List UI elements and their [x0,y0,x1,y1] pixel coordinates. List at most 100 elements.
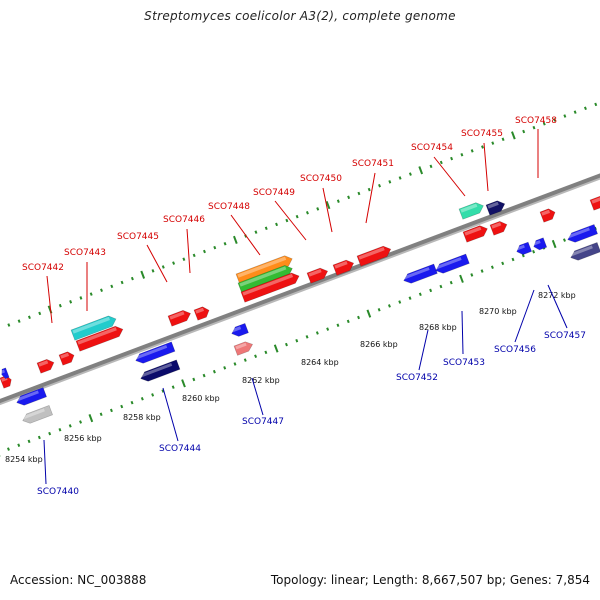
forward-gene-arrow[interactable] [58,350,76,366]
kbp-scale-label: 8256 kbp [64,434,102,443]
gene-highlight [567,227,590,239]
forward-gene-label[interactable]: SCO7458 [515,116,557,126]
gene-highlight [358,247,385,260]
gene-body [1,367,10,379]
forward-gene-label[interactable]: SCO7449 [253,188,295,198]
scale-tick [192,377,196,382]
forward-gene-arrow[interactable] [240,271,301,303]
forward-gene-arrow[interactable] [237,263,294,294]
forward-gene-arrow[interactable] [485,199,507,216]
reverse-gene-leader [461,310,464,355]
forward-gene-leader [146,244,168,283]
accession-text: Accession: NC_003888 [10,573,147,587]
gene-highlight [242,273,294,296]
forward-gene-arrow[interactable] [356,244,393,267]
forward-gene-label[interactable]: SCO7451 [352,159,394,169]
forward-gene-label[interactable]: SCO7445 [117,232,159,242]
reverse-gene-leader [251,377,264,416]
forward-gene-label[interactable]: SCO7455 [461,129,503,139]
scale-tick [418,166,424,175]
gene-body [36,359,55,374]
gene-highlight [135,344,168,360]
gene-highlight [237,256,287,278]
scale-tick [439,284,443,289]
forward-gene-arrow[interactable] [539,207,557,223]
gene-body [135,341,176,364]
reverse-gene-arrow[interactable] [134,341,176,365]
reverse-gene-label[interactable]: SCO7452 [396,373,438,383]
forward-gene-arrow[interactable] [167,308,192,327]
forward-gene-arrow[interactable] [306,266,330,284]
scale-tick [501,137,505,142]
reverse-gene-arrow[interactable] [569,242,600,262]
gene-highlight [77,327,117,345]
scale-tick [223,366,227,370]
scale-tick [69,300,73,304]
scale-tick [151,393,155,397]
scale-tick [357,315,361,320]
kbp-scale-label: 8262 kbp [242,376,280,385]
reverse-gene-arrow[interactable] [515,241,533,256]
scale-tick [172,261,176,265]
forward-gene-arrow[interactable] [70,314,118,341]
reverse-gene-arrow[interactable] [15,387,47,407]
forward-gene-arrow[interactable] [36,357,56,374]
reverse-gene-arrow[interactable] [434,253,470,275]
scale-tick [408,296,412,300]
kbp-scale-label: 8264 kbp [301,358,339,367]
forward-gene-label[interactable]: SCO7448 [208,202,250,212]
reverse-gene-arrow[interactable] [233,340,254,356]
reverse-gene-arrow[interactable] [230,322,249,338]
map-title: Streptomyces coelicolor A3(2), complete … [144,9,456,23]
reverse-gene-arrow[interactable] [402,263,438,285]
forward-gene-arrow[interactable] [489,219,509,236]
gene-body [539,208,556,223]
reverse-gene-label[interactable]: SCO7453 [443,358,485,368]
forward-gene-arrow[interactable] [458,201,485,220]
forward-gene-arrow[interactable] [75,324,125,352]
scale-tick [17,443,21,447]
scale-tick [470,149,474,153]
scale-tick [295,338,299,343]
forward-gene-label[interactable]: SCO7446 [163,215,205,225]
scale-tick [398,176,402,180]
scale-tick [429,164,433,169]
reverse-gene-arrow[interactable] [566,224,598,244]
gene-highlight [0,369,6,374]
reverse-gene-arrow[interactable] [0,367,10,379]
scale-tick [563,238,566,242]
reverse-gene-arrow[interactable] [139,359,181,383]
reverse-gene-arrow[interactable] [21,405,53,425]
reverse-gene-arrow[interactable] [532,237,548,252]
forward-gene-leader [483,142,489,192]
reverse-gene-label[interactable]: SCO7444 [159,444,201,454]
gene-highlight [516,244,525,251]
gene-highlight [403,267,430,280]
gene-highlight [541,209,551,216]
scale-tick [511,131,516,140]
scale-tick [110,284,114,289]
reverse-gene-label[interactable]: SCO7457 [544,331,586,341]
scale-tick [573,110,577,114]
forward-gene-arrow[interactable] [589,193,600,211]
reverse-gene-label[interactable]: SCO7456 [494,345,536,355]
reverse-gene-label[interactable]: SCO7440 [37,487,79,497]
forward-gene-arrow[interactable] [193,305,211,321]
scale-tick [387,304,391,308]
forward-gene-arrow[interactable] [332,258,356,276]
gene-highlight [591,196,600,204]
scale-tick [460,152,464,157]
scale-tick [202,373,206,378]
forward-gene-arrow[interactable] [462,224,489,243]
reverse-gene-label[interactable]: SCO7447 [242,417,284,427]
scale-tick [17,319,21,323]
forward-gene-label[interactable]: SCO7450 [300,174,342,184]
scale-tick [171,385,175,389]
scale-tick [459,274,464,283]
kbp-scale-label: 8268 kbp [419,323,457,332]
forward-gene-label[interactable]: SCO7443 [64,248,106,258]
forward-gene-label[interactable]: SCO7454 [411,143,453,153]
forward-gene-label[interactable]: SCO7442 [22,263,64,273]
scale-tick [367,187,371,192]
